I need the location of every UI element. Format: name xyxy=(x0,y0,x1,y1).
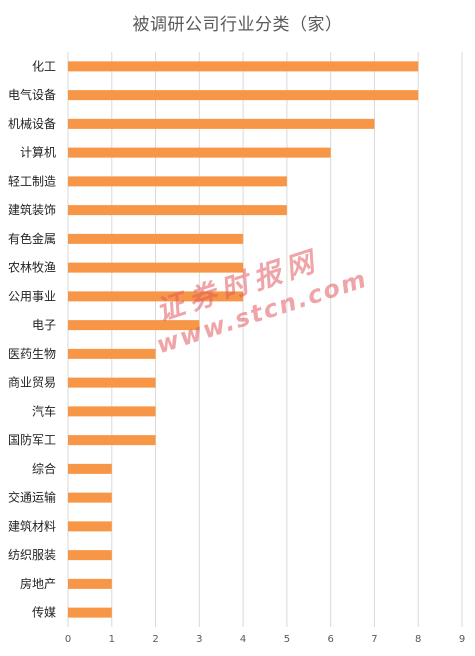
bar xyxy=(68,233,244,244)
category-label: 农林牧渔 xyxy=(8,261,56,275)
bar xyxy=(68,118,375,129)
bar xyxy=(68,377,156,388)
bar xyxy=(68,463,112,474)
category-label: 房地产 xyxy=(20,576,56,591)
category-label: 国防军工 xyxy=(8,432,56,447)
category-label: 建筑装饰 xyxy=(8,202,56,217)
bar xyxy=(68,262,244,273)
category-label: 汽车 xyxy=(32,403,56,418)
x-tick-label: 1 xyxy=(109,634,115,645)
category-label: 传媒 xyxy=(32,605,56,620)
bar xyxy=(68,205,287,216)
category-label: 商业贸易 xyxy=(8,375,56,390)
category-label: 公用事业 xyxy=(8,289,56,303)
x-tick-label: 9 xyxy=(459,634,465,645)
x-tick-label: 5 xyxy=(284,634,290,645)
gridlines xyxy=(67,52,463,627)
x-tick-label: 6 xyxy=(327,634,333,645)
bar xyxy=(68,147,331,158)
bar xyxy=(68,406,156,417)
bar xyxy=(68,61,419,72)
x-tick-label: 2 xyxy=(152,634,158,645)
bars xyxy=(68,61,419,618)
bar xyxy=(68,550,112,561)
x-tick-label: 8 xyxy=(415,634,421,645)
bar xyxy=(68,521,112,532)
category-label: 轻工制造 xyxy=(8,174,56,188)
x-tick-label: 4 xyxy=(240,634,246,645)
x-tick-labels: 0 1 2 3 4 5 6 7 8 9 xyxy=(65,634,465,645)
category-label: 有色金属 xyxy=(8,231,56,246)
category-label: 计算机 xyxy=(20,145,56,160)
bar xyxy=(68,578,112,589)
x-tick-label: 7 xyxy=(371,634,377,645)
category-label: 综合 xyxy=(32,461,56,476)
category-labels: 化工电气设备机械设备计算机轻工制造建筑装饰有色金属农林牧渔公用事业电子医药生物商… xyxy=(8,59,56,619)
bar xyxy=(68,348,156,359)
bar xyxy=(68,435,156,446)
category-label: 建筑材料 xyxy=(8,518,56,533)
bar xyxy=(68,176,287,187)
bar xyxy=(68,291,244,302)
x-tick-label: 3 xyxy=(196,634,202,645)
bar xyxy=(68,320,200,331)
category-label: 化工 xyxy=(32,59,56,73)
category-label: 医药生物 xyxy=(8,347,56,361)
category-label: 交通运输 xyxy=(8,490,56,505)
category-label: 电子 xyxy=(32,318,56,332)
category-label: 机械设备 xyxy=(8,116,56,131)
category-label: 纺织服装 xyxy=(8,548,56,562)
bar xyxy=(68,492,112,503)
bar xyxy=(68,90,419,101)
category-label: 电气设备 xyxy=(8,87,56,102)
chart-title: 被调研公司行业分类（家） xyxy=(132,15,343,35)
x-tick-label: 0 xyxy=(65,634,71,645)
bar xyxy=(68,607,112,618)
